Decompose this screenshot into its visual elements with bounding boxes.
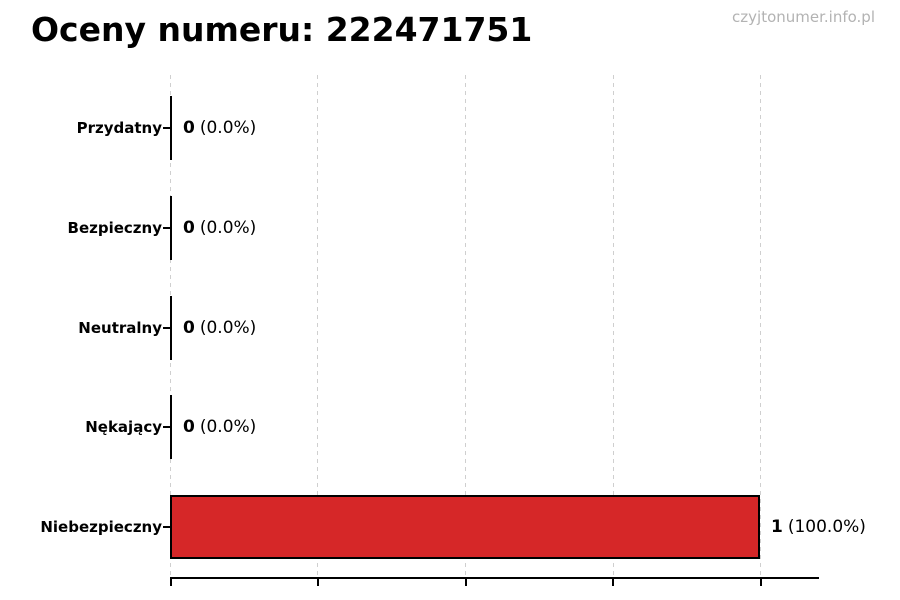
value-label: 0 (0.0%): [183, 318, 256, 338]
category-label-bezpieczny: Bezpieczny: [67, 219, 162, 237]
value-count: 1: [771, 517, 783, 537]
value-count: 0: [183, 118, 195, 138]
value-count: 0: [183, 417, 195, 437]
gridline: [317, 75, 319, 578]
value-pct: (0.0%): [199, 318, 257, 338]
value-pct: (0.0%): [199, 218, 257, 238]
x-axis-tick: [170, 579, 172, 586]
value-count: 0: [183, 218, 195, 238]
x-axis-line: [170, 577, 819, 579]
watermark: czyjtonumer.info.pl: [732, 8, 875, 26]
bar-nekajacy: [170, 395, 172, 459]
bar-bezpieczny: [170, 196, 172, 260]
y-axis-tick: [163, 227, 170, 229]
y-axis-tick: [163, 127, 170, 129]
value-pct: (0.0%): [199, 118, 257, 138]
plot-area: 0 (0.0%) 0 (0.0%) 0 (0.0%) 0 (0.0%) 1 (100.0%…: [170, 75, 866, 578]
value-pct: (0.0%): [199, 417, 257, 437]
bar-neutralny: [170, 296, 172, 360]
y-axis-tick: [163, 426, 170, 428]
x-axis-tick: [760, 579, 762, 586]
value-label: 1 (100.0%): [771, 517, 866, 537]
y-axis-tick: [163, 526, 170, 528]
category-label-niebezpieczny: Niebezpieczny: [40, 518, 162, 536]
category-label-nekajacy: Nękający: [85, 418, 162, 436]
value-label: 0 (0.0%): [183, 218, 256, 238]
gridline: [612, 75, 614, 578]
bar-row-bezpieczny: 0 (0.0%): [170, 196, 819, 260]
value-label: 0 (0.0%): [183, 118, 256, 138]
bar-row-nekajacy: 0 (0.0%): [170, 395, 819, 459]
bar-row-neutralny: 0 (0.0%): [170, 296, 819, 360]
bar-niebezpieczny: [170, 495, 760, 559]
category-label-neutralny: Neutralny: [78, 319, 162, 337]
x-axis-tick: [317, 579, 319, 586]
gridline: [759, 75, 761, 578]
value-count: 0: [183, 318, 195, 338]
category-label-przydatny: Przydatny: [76, 119, 162, 137]
x-axis-tick: [465, 579, 467, 586]
y-axis-tick: [163, 327, 170, 329]
value-pct: (100.0%): [787, 517, 866, 537]
chart-title: Oceny numeru: 222471751: [31, 10, 533, 49]
x-axis-tick: [612, 579, 614, 586]
gridline: [465, 75, 466, 578]
value-label: 0 (0.0%): [183, 417, 256, 437]
bar-przydatny: [170, 96, 172, 160]
bar-row-przydatny: 0 (0.0%): [170, 96, 819, 160]
bar-row-niebezpieczny: 1 (100.0%): [170, 495, 866, 559]
